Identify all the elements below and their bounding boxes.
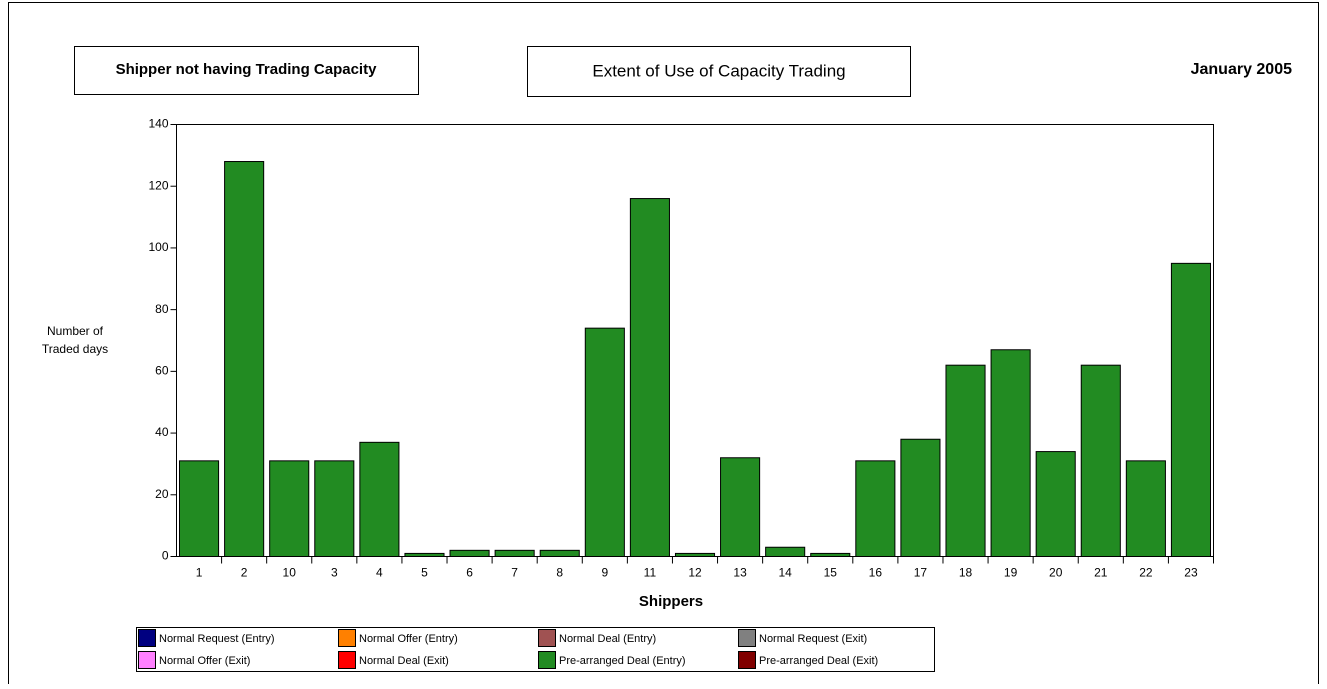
bar bbox=[224, 161, 265, 557]
bar bbox=[539, 549, 580, 557]
bar bbox=[1170, 262, 1212, 557]
chart-title: Extent of Use of Capacity Trading bbox=[592, 61, 845, 80]
legend-swatch bbox=[338, 651, 356, 669]
y-tick-label: 0 bbox=[162, 549, 169, 563]
bar bbox=[179, 460, 220, 558]
title-box bbox=[527, 46, 911, 97]
legend-label: Normal Offer (Exit) bbox=[159, 655, 250, 667]
y-tick-label: 120 bbox=[148, 178, 168, 192]
x-tick-label: 15 bbox=[824, 566, 838, 580]
bar bbox=[449, 549, 490, 557]
y-tick-label: 60 bbox=[155, 364, 169, 378]
legend bbox=[136, 627, 935, 672]
x-tick-label: 6 bbox=[466, 566, 473, 580]
y-tick-label: 40 bbox=[155, 425, 169, 439]
bar bbox=[765, 546, 806, 558]
legend-swatch bbox=[338, 629, 356, 647]
x-tick-label: 17 bbox=[914, 566, 928, 580]
bar bbox=[855, 460, 896, 558]
y-axis-label: Number of bbox=[47, 324, 104, 338]
legend-label: Normal Offer (Entry) bbox=[359, 633, 458, 645]
x-axis-label: Shippers bbox=[639, 593, 703, 610]
x-tick-label: 16 bbox=[869, 566, 883, 580]
x-tick-label: 1 bbox=[196, 566, 203, 580]
x-tick-label: 13 bbox=[733, 566, 747, 580]
bar bbox=[494, 549, 535, 557]
x-tick-label: 12 bbox=[688, 566, 702, 580]
y-tick-label: 20 bbox=[155, 487, 169, 501]
legend-label: Normal Request (Entry) bbox=[159, 633, 275, 645]
bar bbox=[720, 457, 761, 557]
bar bbox=[404, 552, 445, 558]
x-tick-label: 18 bbox=[959, 566, 973, 580]
y-tick-label: 140 bbox=[148, 117, 168, 131]
x-tick-label: 8 bbox=[556, 566, 563, 580]
legend-swatch bbox=[738, 651, 756, 669]
x-tick-label: 22 bbox=[1139, 566, 1153, 580]
subtitle: Shipper not having Trading Capacity bbox=[116, 61, 378, 78]
legend-swatch bbox=[138, 629, 156, 647]
bar bbox=[1080, 364, 1121, 557]
legend-label: Normal Request (Exit) bbox=[759, 633, 867, 645]
y-axis-label: Traded days bbox=[42, 342, 108, 356]
x-tick-label: 14 bbox=[778, 566, 792, 580]
bar bbox=[674, 552, 716, 558]
legend-swatch bbox=[138, 651, 156, 669]
x-tick-label: 5 bbox=[421, 566, 428, 580]
x-tick-label: 10 bbox=[283, 566, 297, 580]
legend-swatch bbox=[538, 651, 556, 669]
y-tick-label: 100 bbox=[148, 240, 168, 254]
x-tick-label: 2 bbox=[241, 566, 248, 580]
x-tick-label: 3 bbox=[331, 566, 338, 580]
legend-swatch bbox=[738, 629, 756, 647]
bar bbox=[269, 460, 310, 558]
bar bbox=[359, 441, 400, 558]
x-tick-label: 7 bbox=[511, 566, 518, 580]
bar bbox=[584, 327, 625, 557]
date: January 2005 bbox=[1191, 61, 1293, 78]
legend-label: Normal Deal (Entry) bbox=[559, 633, 656, 645]
x-tick-label: 19 bbox=[1004, 566, 1018, 580]
x-tick-label: 11 bbox=[644, 566, 657, 580]
subtitle-box bbox=[74, 46, 419, 95]
legend-label: Pre-arranged Deal (Entry) bbox=[559, 655, 686, 667]
legend-label: Pre-arranged Deal (Exit) bbox=[759, 655, 878, 667]
bar bbox=[945, 364, 986, 557]
legend-label: Normal Deal (Exit) bbox=[359, 655, 449, 667]
y-tick-label: 80 bbox=[155, 302, 169, 316]
bar bbox=[810, 552, 851, 558]
bar bbox=[900, 438, 941, 557]
bar bbox=[314, 460, 355, 558]
bar bbox=[1125, 460, 1166, 558]
x-tick-label: 23 bbox=[1184, 566, 1198, 580]
x-tick-label: 4 bbox=[376, 566, 383, 580]
x-tick-label: 21 bbox=[1094, 566, 1108, 580]
x-tick-label: 9 bbox=[601, 566, 608, 580]
x-tick-label: 20 bbox=[1049, 566, 1063, 580]
bar bbox=[990, 349, 1031, 557]
bar bbox=[629, 198, 670, 558]
bar bbox=[1035, 451, 1076, 558]
legend-swatch bbox=[538, 629, 556, 647]
